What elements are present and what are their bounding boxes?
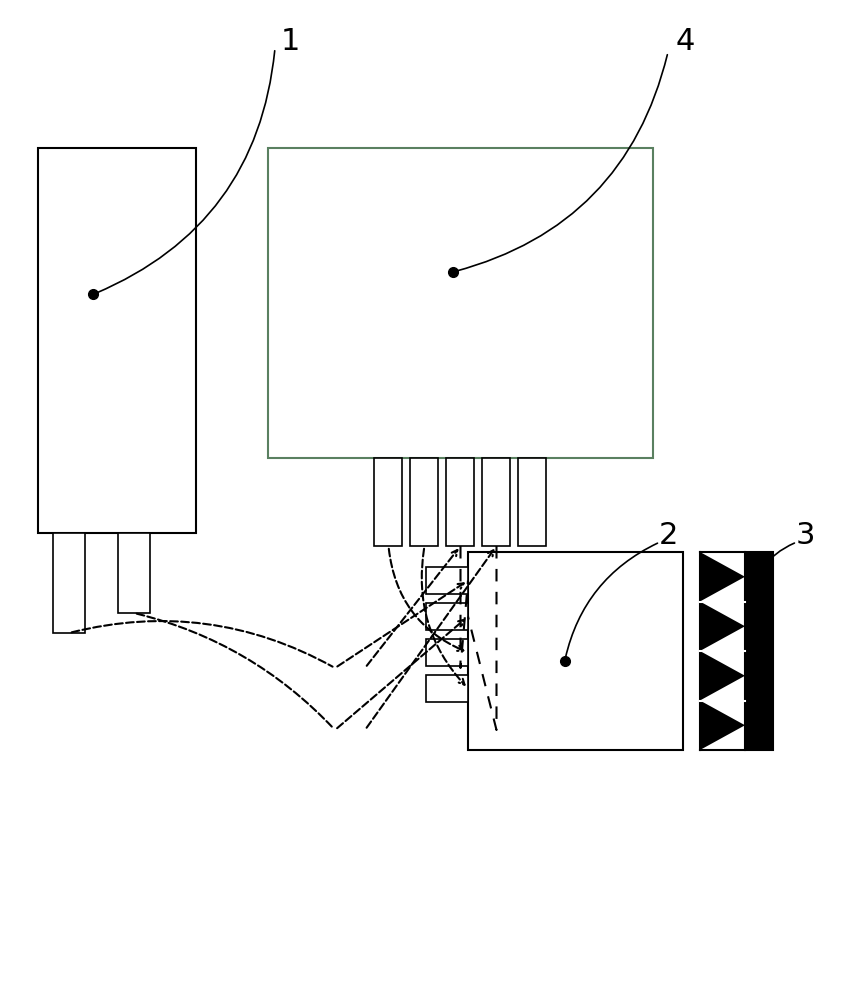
Bar xyxy=(426,603,468,630)
Bar xyxy=(426,639,468,666)
Bar xyxy=(745,552,773,750)
Text: 4: 4 xyxy=(675,27,695,56)
Text: 2: 2 xyxy=(658,520,678,550)
Bar xyxy=(38,148,196,533)
Bar xyxy=(426,675,468,702)
Bar xyxy=(118,533,150,613)
Bar xyxy=(426,567,468,594)
Bar xyxy=(375,458,403,546)
Bar xyxy=(53,533,85,633)
Bar xyxy=(482,458,511,546)
Bar xyxy=(268,148,653,458)
Text: 1: 1 xyxy=(280,27,300,56)
Polygon shape xyxy=(700,601,745,651)
Bar xyxy=(411,458,439,546)
Bar xyxy=(468,552,683,750)
Bar xyxy=(518,458,547,546)
Polygon shape xyxy=(700,651,745,700)
Polygon shape xyxy=(700,552,745,601)
Bar xyxy=(446,458,475,546)
Polygon shape xyxy=(700,700,745,750)
Text: 3: 3 xyxy=(795,520,815,550)
